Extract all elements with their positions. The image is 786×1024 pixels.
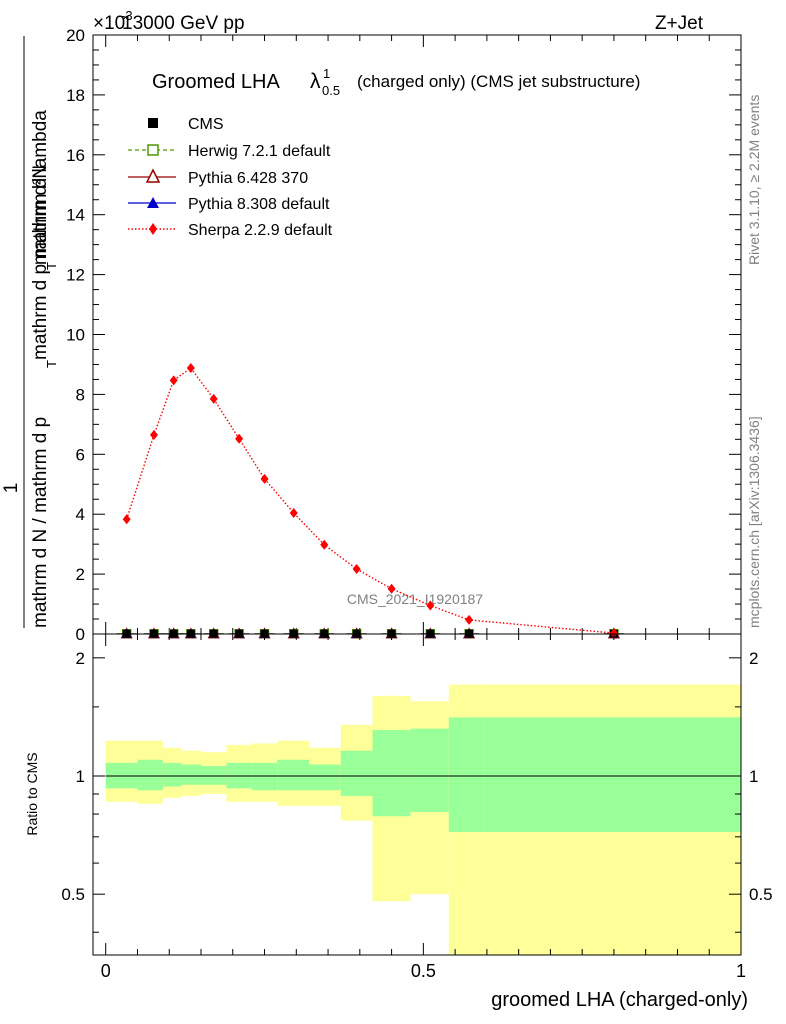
main-y-axis: 0 2 4 6 8 10 12 14 16 18 20	[66, 26, 742, 644]
sherpa-point	[122, 514, 131, 525]
title-prefix: Groomed LHA	[152, 71, 280, 93]
x-tick-label: 1	[736, 961, 746, 981]
plot-title: Groomed LHA λ 1 0.5 (charged only) (CMS …	[152, 66, 640, 98]
legend-marker-herwig	[147, 144, 159, 156]
main-y-tick-label: 10	[66, 326, 85, 345]
y-label-denominator-b: mathrm d p	[30, 264, 51, 360]
legend-marker-cms	[148, 118, 158, 128]
legend-label-pythia6: Pythia 6.428 370	[188, 170, 308, 187]
sherpa-point	[186, 363, 195, 374]
ratio-y-axis-title: Ratio to CMS	[24, 752, 40, 835]
sherpa-point	[169, 375, 178, 386]
ratio-axes: 0.5 0.5 1 1 2 2 0 0.5 1	[61, 634, 773, 981]
sherpa-point	[352, 564, 361, 575]
ratio-band-inner	[162, 762, 182, 787]
sherpa-point	[289, 508, 298, 519]
sherpa-point	[235, 433, 244, 444]
main-y-axis-title: mathrm d²N 1 mathrm d N / mathrm d p T m…	[1, 36, 59, 628]
rivet-version-label: Rivet 3.1.10, ≥ 2.2M events	[746, 95, 762, 265]
sherpa-point	[320, 539, 329, 550]
ratio-y-tick-label-right: 1	[749, 767, 758, 786]
ratio-band-inner	[372, 729, 411, 817]
legend: CMS Herwig 7.2.1 default Pythia 6.428 37…	[128, 116, 333, 239]
y-label-denominator-sub2: T	[44, 262, 59, 270]
main-y-tick-label: 6	[76, 445, 85, 464]
title-lambda: λ	[310, 70, 321, 93]
ratio-uncertainty-bands	[105, 684, 741, 955]
x-tick-label: 0.5	[411, 961, 436, 981]
ratio-band-inner	[483, 717, 741, 833]
main-y-tick-label: 0	[76, 625, 85, 644]
legend-entry-sherpa: Sherpa 2.2.9 default	[128, 222, 333, 239]
main-y-tick-label: 16	[66, 146, 85, 165]
legend-marker-sherpa	[149, 223, 157, 235]
legend-marker-pythia8	[147, 197, 159, 208]
sherpa-line	[126, 367, 615, 634]
legend-entry-herwig: Herwig 7.2.1 default	[128, 143, 331, 160]
ratio-band-inner	[201, 766, 227, 785]
ratio-band-inner	[181, 764, 201, 785]
ratio-y-tick-label: 2	[76, 649, 85, 668]
y-label-denominator-a: mathrm d N / mathrm d p	[30, 417, 51, 628]
y-exponent-value: -3	[121, 8, 133, 23]
main-y-tick-label: 20	[66, 26, 85, 45]
legend-entry-pythia8: Pythia 8.308 default	[128, 196, 330, 213]
analysis-watermark: CMS_2021_I1920187	[347, 591, 483, 607]
ratio-band-inner	[340, 750, 373, 796]
main-y-tick-label: 14	[66, 206, 85, 225]
process-label: Z+Jet	[655, 13, 704, 34]
sherpa-point	[209, 393, 218, 404]
legend-label-herwig: Herwig 7.2.1 default	[188, 143, 331, 160]
title-suffix: (charged only) (CMS jet substructure)	[357, 72, 640, 91]
ratio-band-inner	[251, 762, 278, 791]
title-sup: 1	[323, 66, 330, 81]
legend-label-pythia8: Pythia 8.308 default	[188, 196, 330, 213]
energy-label: 13000 GeV pp	[122, 13, 245, 34]
ratio-y-tick-label: 1	[76, 767, 85, 786]
main-y-tick-label: 12	[66, 266, 85, 285]
main-y-tick-label: 4	[76, 505, 85, 524]
x-tick-label: 0	[101, 961, 111, 981]
ratio-band-inner	[277, 759, 309, 791]
ratio-band-inner	[309, 764, 341, 791]
ratio-plot-frame	[92, 633, 742, 956]
y-exponent-prefix: ×10	[93, 13, 125, 34]
title-sub: 0.5	[322, 83, 340, 98]
sherpa-point	[387, 583, 396, 594]
sherpa-point	[609, 628, 618, 639]
ratio-y-tick-label: 0.5	[61, 885, 85, 904]
legend-entry-pythia6: Pythia 6.428 370	[128, 168, 308, 187]
x-axis-title: groomed LHA (charged-only)	[491, 989, 748, 1011]
sherpa-point	[426, 600, 435, 611]
main-y-tick-label: 18	[66, 86, 85, 105]
ratio-y-tick-label-right: 0.5	[749, 885, 773, 904]
ratio-y-tick-label-right: 2	[749, 649, 758, 668]
y-label-denominator-c: mathrm d lambda	[30, 110, 51, 258]
ratio-band-inner	[137, 759, 163, 791]
ratio-band-inner	[410, 728, 449, 812]
sherpa-point	[465, 614, 474, 625]
ratio-band-inner	[448, 717, 484, 833]
legend-entry-cms: CMS	[148, 116, 224, 133]
legend-label-sherpa: Sherpa 2.2.9 default	[188, 222, 333, 239]
sherpa-point	[149, 429, 158, 440]
main-y-tick-label: 2	[76, 565, 85, 584]
y-label-one: 1	[1, 483, 22, 494]
y-label-numerator: mathrm d²N	[30, 165, 51, 265]
mcplots-label: mcplots.cern.ch [arXiv:1306.3436]	[746, 416, 762, 628]
sherpa-point	[260, 473, 269, 484]
y-label-denominator-sub1: T	[44, 360, 59, 368]
legend-label-cms: CMS	[188, 116, 224, 133]
legend-marker-pythia6	[145, 168, 161, 183]
main-y-tick-label: 8	[76, 385, 85, 404]
